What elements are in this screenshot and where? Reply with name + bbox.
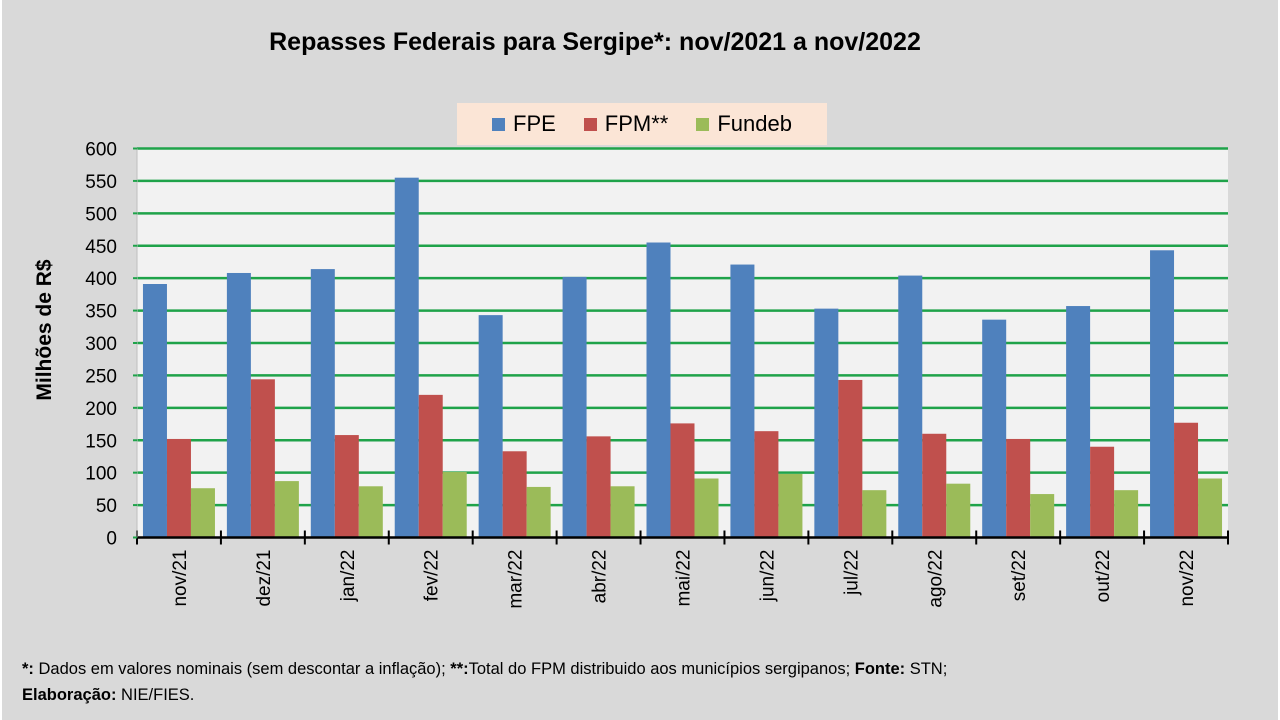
x-tick-label: jan/22 (338, 550, 359, 603)
bar-fpm (754, 431, 779, 538)
x-tick-label: abr/22 (590, 550, 611, 604)
bar-fpm (334, 435, 359, 538)
legend-label-fpe: FPE (513, 111, 556, 136)
bar-fpe (898, 275, 923, 538)
x-tick-label: nov/21 (170, 550, 191, 607)
footnote-2-text: Total do FPM distribuido aos municípios … (468, 660, 855, 678)
bar-fpm (502, 451, 527, 538)
bar-fundeb (778, 473, 803, 538)
legend-swatch-fpe (492, 117, 505, 131)
source-text: STN; (905, 660, 948, 678)
legend-item-fpm: FPM** (583, 111, 669, 137)
bar-fundeb (694, 478, 719, 538)
bar-fpe (142, 284, 167, 538)
bar-fpe (1150, 250, 1175, 538)
y-tick-label: 600 (85, 140, 117, 161)
y-tick-label: 200 (85, 399, 117, 420)
x-tick-label: jun/22 (757, 550, 778, 603)
y-tick-label: 400 (85, 269, 117, 290)
chart-title: Repasses Federais para Sergipe*: nov/202… (269, 28, 921, 56)
bar-fpm (922, 433, 947, 538)
legend-label-fpm: FPM** (604, 111, 669, 136)
bar-fundeb (1114, 490, 1139, 538)
y-tick-label: 300 (85, 334, 117, 355)
bar-fundeb (274, 481, 299, 538)
author-label: Elaboração: (22, 686, 117, 704)
y-tick-label: 550 (85, 172, 117, 193)
y-tick-label: 450 (85, 237, 117, 258)
bar-fpe (814, 308, 839, 538)
bar-fpm (1090, 446, 1115, 538)
y-tick-label: 350 (85, 302, 117, 323)
author-text: NIE/FIES. (116, 686, 195, 704)
legend: FPE FPM** Fundeb (457, 103, 827, 145)
bars (142, 177, 1223, 538)
footnote-1-text: Dados em valores nominais (sem descontar… (33, 660, 451, 678)
footnote-1-label: *: (22, 660, 34, 678)
bar-fpe (226, 272, 251, 538)
legend-item-fpe: FPE (492, 111, 556, 137)
bar-fpe (982, 319, 1007, 538)
y-tick-label: 500 (85, 204, 117, 225)
y-tick-label: 50 (96, 496, 117, 517)
bar-fundeb (610, 486, 635, 538)
legend-swatch-fpm (583, 117, 597, 131)
footer-panel (2, 645, 1278, 720)
axes (133, 147, 1229, 545)
bar-fpe (562, 276, 587, 538)
x-tick-label: jul/22 (841, 550, 862, 596)
bar-fpm (1174, 422, 1199, 538)
bar-fpe (394, 177, 419, 538)
bar-fpm (250, 379, 275, 538)
bar-fundeb (1030, 494, 1055, 538)
x-tick-label: set/22 (1009, 550, 1030, 602)
bar-fundeb (358, 486, 383, 538)
bar-fundeb (190, 488, 215, 538)
footnote-2-label: **: (450, 660, 469, 678)
bar-fundeb (442, 472, 467, 538)
bar-fpm (166, 438, 191, 538)
bar-fpe (730, 264, 755, 538)
bar-fpm (586, 436, 611, 538)
x-tick-label: mai/22 (674, 550, 695, 607)
bar-fpm (670, 423, 695, 538)
bar-fpe (646, 242, 671, 538)
y-tick-label: 0 (106, 529, 117, 550)
bar-fpe (1066, 306, 1091, 538)
y-tick-label: 250 (85, 366, 117, 387)
bar-fpm (838, 379, 863, 538)
x-tick-label: ago/22 (925, 550, 946, 608)
bar-fpe (478, 315, 503, 538)
y-tick-label: 100 (85, 464, 117, 485)
x-tick-labels: nov/21 dez/21 jan/22 fev/22 mar/22 abr/22 mai/… (170, 550, 1198, 609)
source-label: Fonte: (854, 660, 906, 678)
x-tick-label: out/22 (1093, 550, 1114, 603)
bar-fpm (418, 394, 443, 538)
bar-fpm (1006, 438, 1031, 538)
legend-label-fundeb: Fundeb (717, 111, 792, 136)
bar-fundeb (1198, 478, 1223, 538)
legend-swatch-fundeb (696, 117, 710, 131)
bar-fpe (310, 269, 335, 538)
bar-fundeb (526, 486, 551, 538)
x-tick-label: fev/22 (422, 550, 443, 602)
footnote: *: Dados em valores nominais (sem descon… (22, 656, 1262, 708)
y-tick-labels: 0 50 100 150 200 250 300 350 400 450 500 550 600 (85, 140, 117, 550)
x-tick-label: dez/21 (254, 550, 275, 607)
bar-fundeb (946, 483, 971, 538)
legend-item-fundeb: Fundeb (696, 111, 792, 137)
y-tick-label: 150 (85, 431, 117, 452)
x-tick-label: nov/22 (1177, 550, 1198, 607)
bar-fundeb (862, 490, 887, 538)
x-tick-label: mar/22 (506, 550, 527, 609)
